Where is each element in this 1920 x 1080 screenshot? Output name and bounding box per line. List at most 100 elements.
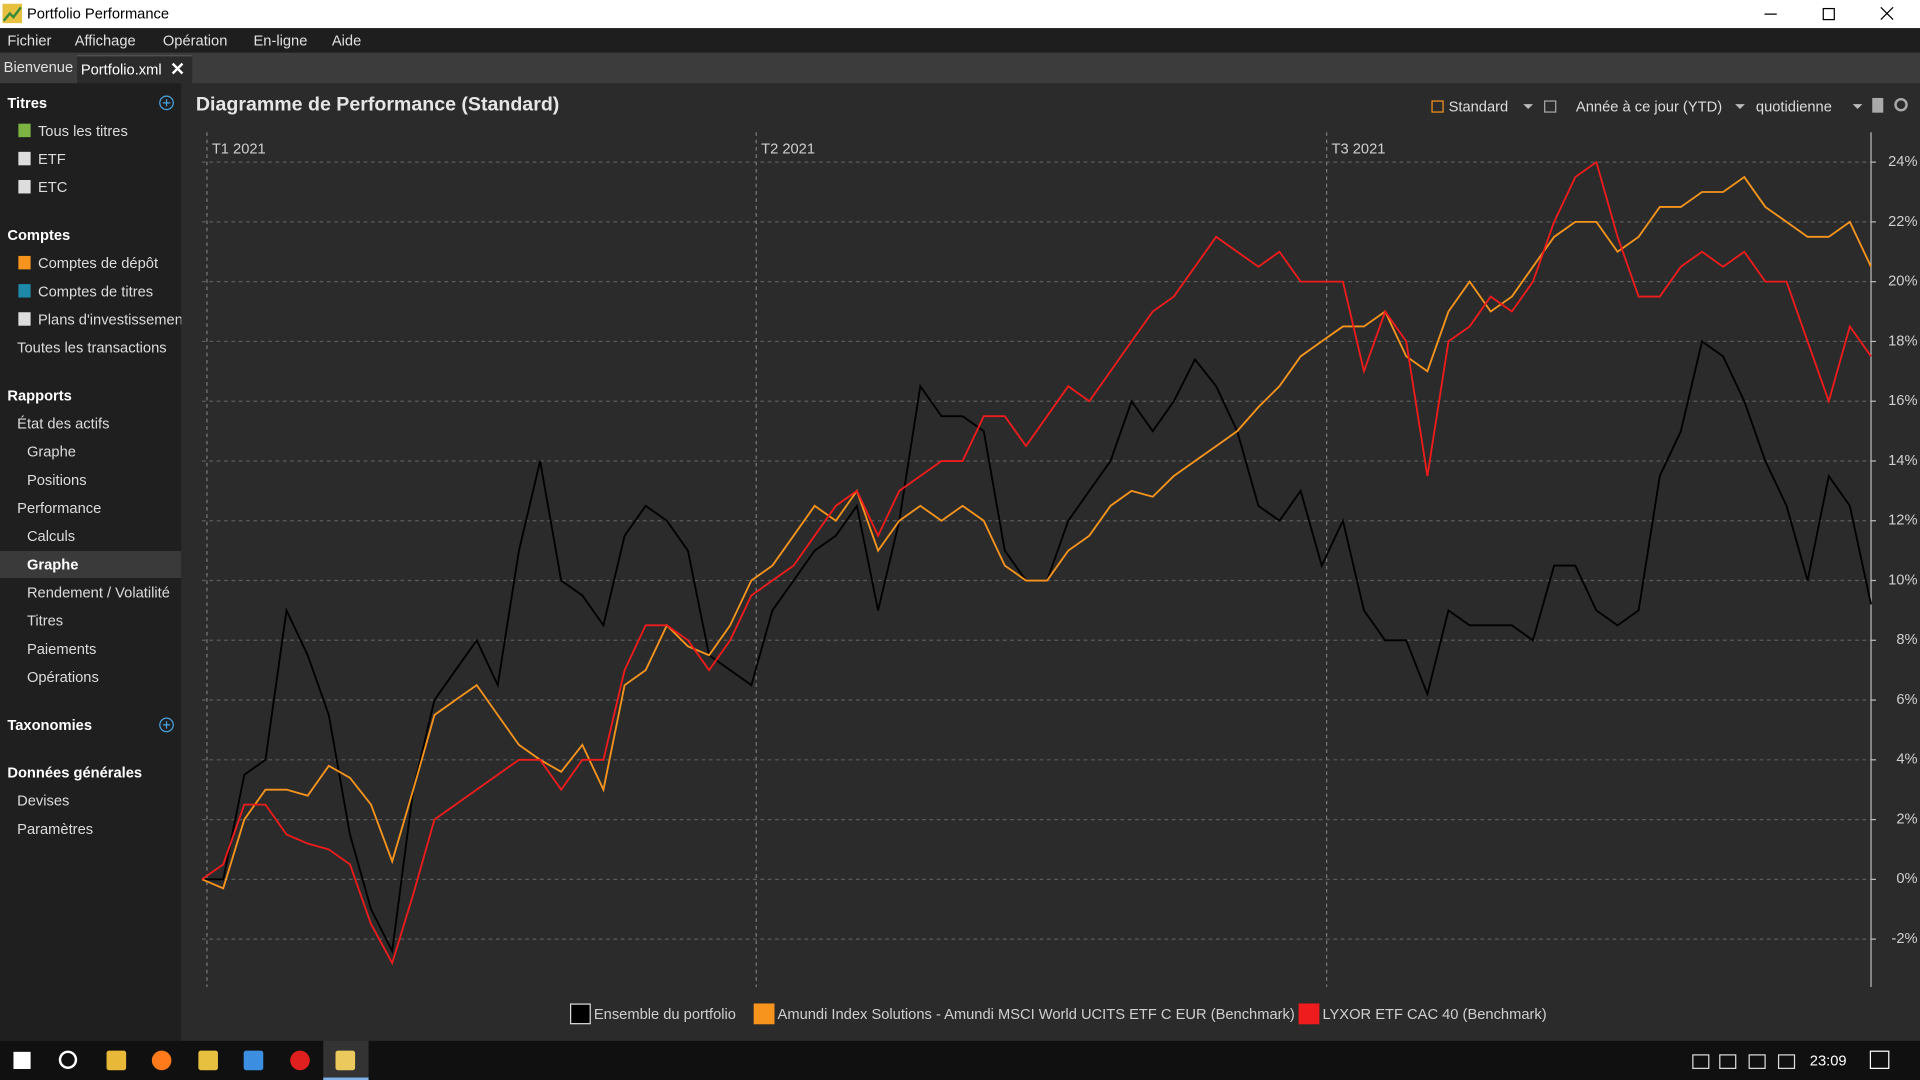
legend-label: Amundi Index Solutions - Amundi MSCI Wor… bbox=[778, 1007, 1295, 1023]
dropdown-arrow bbox=[1523, 104, 1534, 109]
chart-title: Diagramme de Performance (Standard) bbox=[196, 93, 559, 115]
export-icon[interactable] bbox=[1872, 97, 1884, 113]
selected-row bbox=[0, 551, 182, 578]
sidebar-item[interactable]: Paiements bbox=[26, 640, 97, 658]
sidebar-item[interactable]: État des actifs bbox=[17, 415, 110, 433]
window-controls[interactable] bbox=[1739, 0, 1920, 28]
chart: Diagramme de Performance (Standard) -2% 0%… bbox=[196, 93, 1918, 1025]
y-tick-label: 6% bbox=[1896, 692, 1917, 708]
y-tick-label: 4% bbox=[1896, 752, 1917, 768]
sidebar-section-title: Comptes bbox=[7, 226, 71, 244]
clock[interactable]: 23:09 bbox=[1809, 1051, 1847, 1069]
y-tick-label: 2% bbox=[1896, 811, 1917, 827]
close-icon bbox=[171, 62, 184, 75]
sidebar-item[interactable]: Opérations bbox=[26, 668, 99, 686]
sidebar-item[interactable]: Performance bbox=[17, 499, 102, 517]
sidebar-item[interactable]: ETC bbox=[37, 178, 68, 196]
menu-item[interactable]: Aide bbox=[331, 31, 362, 49]
taskbar-app[interactable] bbox=[335, 1050, 356, 1071]
item-icon bbox=[18, 180, 31, 194]
sidebar-section-title: Données générales bbox=[7, 764, 143, 782]
search-icon[interactable] bbox=[58, 1050, 78, 1069]
menu-bar: Fichier Affichage Opération En-ligne Aide bbox=[0, 28, 1920, 53]
sidebar-item[interactable]: Devises bbox=[17, 792, 70, 810]
menu-item[interactable]: Affichage bbox=[74, 31, 136, 49]
y-tick-label: -2% bbox=[1891, 931, 1917, 947]
toolbar-dropdown[interactable]: Année à ce jour (YTD) bbox=[1575, 97, 1723, 116]
sidebar-item[interactable]: Rendement / Volatilité bbox=[26, 584, 170, 602]
sidebar-item[interactable]: Calculs bbox=[26, 527, 76, 545]
taskbar-app[interactable] bbox=[290, 1050, 310, 1071]
taskbar: 23:09 bbox=[0, 1040, 1920, 1080]
y-tick-label: 20% bbox=[1888, 274, 1917, 290]
sidebar-item[interactable]: Comptes de titres bbox=[37, 282, 154, 301]
taskbar-app[interactable] bbox=[198, 1050, 218, 1071]
menu-item[interactable]: Opération bbox=[162, 31, 228, 49]
notifications[interactable] bbox=[1869, 1050, 1890, 1069]
sidebar-item[interactable]: Comptes de dépôt bbox=[37, 254, 159, 272]
y-tick-label: 24% bbox=[1888, 154, 1917, 170]
add-button[interactable] bbox=[158, 716, 175, 733]
x-tick-label: T1 2021 bbox=[212, 141, 266, 157]
taskbar-app[interactable] bbox=[243, 1050, 264, 1071]
toolbar-icon bbox=[1544, 100, 1557, 113]
sidebar-item[interactable]: Titres bbox=[26, 612, 64, 630]
sidebar-item[interactable]: Graphe bbox=[26, 443, 76, 461]
chart-toolbar: Standard Année à ce jour (YTD) quotidienne bbox=[184, 83, 1920, 127]
y-tick-label: 12% bbox=[1888, 513, 1917, 529]
y-tick-label: 10% bbox=[1888, 572, 1917, 588]
sidebar-item[interactable]: Graphe bbox=[26, 555, 79, 574]
y-tick-label: 14% bbox=[1888, 453, 1917, 469]
tray-icon[interactable] bbox=[1748, 1054, 1766, 1069]
tray-icon[interactable] bbox=[1777, 1054, 1796, 1069]
add-icon bbox=[159, 95, 174, 111]
tab-close[interactable] bbox=[171, 62, 184, 75]
add-icon bbox=[159, 717, 174, 733]
x-tick-label: T3 2021 bbox=[1332, 141, 1386, 157]
menu-item[interactable]: En-ligne bbox=[253, 31, 308, 49]
sidebar-item[interactable]: Tous les titres bbox=[37, 122, 128, 140]
item-icon bbox=[18, 284, 31, 298]
start-button[interactable] bbox=[13, 1051, 31, 1069]
toolbar-icon bbox=[1431, 100, 1444, 113]
series-line bbox=[201, 175, 1872, 890]
sidebar-item[interactable]: Toutes les transactions bbox=[17, 339, 167, 357]
sidebar-section-title: Taxonomies bbox=[7, 716, 93, 734]
tab-bar: Bienvenue Portfolio.xml bbox=[0, 52, 1920, 85]
add-icon bbox=[162, 99, 171, 107]
item-icon bbox=[18, 312, 31, 326]
series-line bbox=[202, 339, 1872, 955]
active-indicator bbox=[323, 1077, 369, 1080]
legend-swatch bbox=[753, 1003, 775, 1025]
sidebar-item[interactable]: Positions bbox=[26, 471, 87, 489]
menu-item[interactable]: Fichier bbox=[7, 31, 52, 49]
taskbar-app[interactable] bbox=[106, 1050, 127, 1071]
tray-icon[interactable] bbox=[1692, 1054, 1710, 1069]
y-tick-label: 22% bbox=[1888, 214, 1917, 230]
legend-swatch bbox=[1298, 1003, 1320, 1025]
add-button[interactable] bbox=[158, 94, 175, 111]
tab[interactable]: Bienvenue bbox=[3, 58, 74, 76]
window-title: Portfolio Performance bbox=[26, 4, 170, 23]
toolbar-dropdown[interactable]: quotidienne bbox=[1755, 97, 1832, 116]
dropdown-arrow bbox=[1852, 104, 1863, 109]
tab-active[interactable]: Portfolio.xml bbox=[77, 55, 193, 85]
sidebar-item[interactable]: Paramètres bbox=[17, 820, 94, 838]
item-icon bbox=[18, 123, 31, 138]
sidebar-item[interactable]: ETF bbox=[37, 150, 66, 168]
y-tick-label: 8% bbox=[1896, 632, 1917, 648]
item-icon bbox=[18, 151, 31, 166]
taskbar-app[interactable] bbox=[151, 1050, 172, 1071]
tray-icon[interactable] bbox=[1719, 1054, 1737, 1069]
legend-swatch bbox=[570, 1003, 591, 1025]
settings-icon[interactable] bbox=[1894, 97, 1908, 112]
title-bar: Portfolio Performance bbox=[0, 0, 1920, 29]
sidebar-section-title: Rapports bbox=[7, 386, 72, 405]
toolbar-dropdown[interactable]: Standard bbox=[1448, 97, 1509, 116]
legend-label: LYXOR ETF CAC 40 (Benchmark) bbox=[1322, 1007, 1546, 1023]
sidebar-item[interactable]: Plans d'investissemen bbox=[37, 311, 182, 329]
legend-label: Ensemble du portfolio bbox=[594, 1007, 736, 1023]
x-tick-label: T2 2021 bbox=[761, 141, 815, 157]
